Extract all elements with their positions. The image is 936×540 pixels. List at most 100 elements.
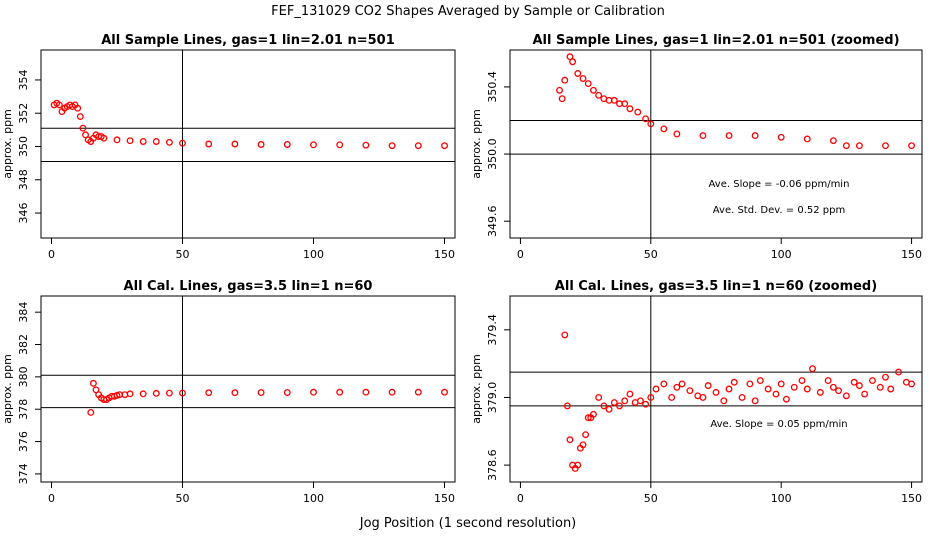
data-point [74,104,82,112]
data-point [816,388,824,396]
data-point [566,436,574,444]
data-point [647,394,655,401]
data-point [441,388,448,396]
chart-title: All Sample Lines, gas=1 lin=2.01 n=501 (… [532,33,899,48]
x-tick-label: 0 [48,492,55,505]
data-point [362,388,370,396]
data-point [855,142,863,150]
y-tick-label: 350 [17,136,30,157]
data-point [610,96,618,104]
data-point [887,385,895,393]
data-point [55,101,63,109]
chart-annotation: Ave. Slope = 0.05 ppm/min [710,419,847,430]
data-point [595,394,603,401]
data-point [179,389,186,397]
chart-title: All Sample Lines, gas=1 lin=2.01 n=501 [101,33,395,48]
y-tick-label: 379.4 [486,314,499,346]
data-point [283,141,291,148]
data-point [803,385,811,393]
data-point [829,137,837,145]
data-point [824,377,832,384]
plot-frame [40,49,456,239]
data-point [388,142,396,150]
data-point [673,383,681,391]
chart-panel-p2: All Sample Lines, gas=1 lin=2.01 n=501 (… [470,33,923,261]
data-point [310,141,317,149]
data-point [152,138,160,145]
y-tick-label: 350.0 [486,138,499,170]
data-point [310,388,317,396]
data-point [835,387,843,395]
data-point [636,397,644,405]
data-point [908,380,916,388]
chart-panel-p4: All Cal. Lines, gas=3.5 lin=1 n=60 (zoom… [470,279,923,505]
data-point [660,380,668,388]
data-point [76,113,84,120]
data-point [414,388,422,396]
data-point [558,95,566,103]
y-tick-label: 354 [17,69,30,90]
data-point [561,76,569,84]
data-point [561,331,569,339]
data-point [673,130,681,138]
data-point [336,388,344,396]
data-point [610,399,618,406]
y-axis-label: approx. ppm [1,354,14,424]
y-tick-label: 349.6 [486,205,499,237]
x-tick-label: 50 [644,248,658,261]
data-point [616,402,623,410]
data-point [855,382,863,390]
data-point [730,378,738,386]
data-point [882,142,889,150]
data-point [139,138,147,145]
y-axis-label: approx. ppm [470,354,483,424]
y-tick-label: 350.4 [486,71,499,103]
x-tick-label: 0 [517,492,524,505]
data-point [441,142,448,150]
data-point [782,395,790,403]
plot-frame [509,49,923,239]
chart-panel-p3: All Cal. Lines, gas=3.5 lin=1 n=60 0 50 100… [1,279,456,505]
data-point [751,132,759,140]
data-point [869,377,876,384]
data-point [574,70,582,77]
data-point [283,389,291,397]
y-tick-label: 379.0 [486,382,499,414]
data-point [556,86,563,94]
data-point [152,389,160,397]
x-tick-label: 100 [303,248,324,261]
x-tick-label: 100 [771,248,792,261]
chart-title: All Cal. Lines, gas=3.5 lin=1 n=60 (zoom… [555,279,877,294]
data-point [362,141,370,149]
data-point [388,388,396,396]
data-point [642,400,650,408]
x-tick-label: 150 [434,248,455,261]
data-point [764,385,772,393]
y-tick-label: 384 [17,302,30,323]
data-point [605,405,613,413]
data-point [850,378,858,386]
x-tick-label: 0 [517,248,524,261]
x-tick-label: 150 [434,492,455,505]
data-point [621,397,629,405]
data-point [876,383,884,391]
data-point [621,100,629,108]
data-point [139,390,147,398]
data-point [712,388,720,396]
x-tick-label: 50 [175,248,189,261]
data-point [738,394,746,401]
data-point [803,135,811,143]
data-point [126,137,134,145]
data-point [751,397,759,405]
data-point [652,385,660,393]
data-point [579,75,587,82]
data-point [165,138,173,146]
data-point [89,379,97,387]
data-point [895,368,902,376]
x-tick-label: 50 [644,492,658,505]
data-point [829,383,837,391]
data-point [798,377,806,384]
y-tick-label: 376 [17,431,30,452]
data-point [699,394,707,401]
data-point [842,392,850,400]
